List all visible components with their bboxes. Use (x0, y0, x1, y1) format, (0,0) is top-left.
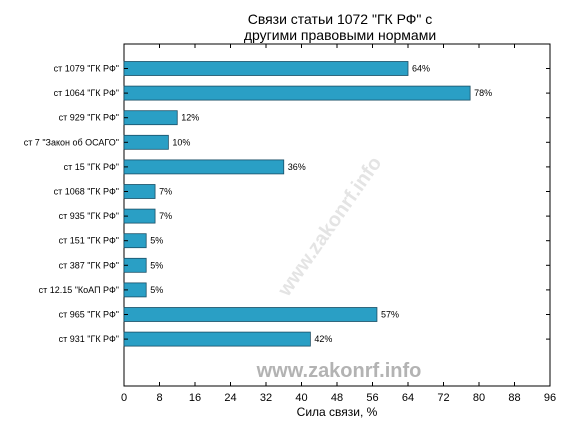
category-label: ст 1068 "ГК РФ" (54, 187, 119, 197)
x-tick-label: 40 (295, 392, 307, 404)
category-label: ст 151 "ГК РФ" (59, 236, 119, 246)
bar (123, 134, 169, 150)
value-labels: 64% 78% 12% 10% 36% 7% 7% 5% 5% 5% 57% 42% (150, 64, 492, 345)
chart-title-line-2: другими правовыми нормами (244, 27, 436, 43)
value-label: 12% (181, 113, 199, 123)
category-label: ст 965 "ГК РФ" (59, 310, 119, 320)
bar (123, 331, 311, 347)
bar (123, 159, 285, 175)
bars-layer (123, 61, 550, 347)
bar (123, 208, 156, 224)
x-tick-label: 88 (508, 392, 520, 404)
x-tick-label: 72 (437, 392, 449, 404)
category-label: ст 935 "ГК РФ" (59, 211, 119, 221)
value-label: 36% (288, 162, 306, 172)
category-label: ст 1064 "ГК РФ" (54, 88, 119, 98)
bar (123, 184, 156, 199)
x-tick-label: 48 (331, 392, 343, 404)
value-label: 7% (159, 211, 172, 221)
value-label: 7% (159, 187, 172, 197)
x-axis-title: Сила связи, % (297, 405, 378, 419)
x-tick-label: 32 (260, 392, 272, 404)
x-tick-label: 16 (189, 392, 201, 404)
category-label: ст 12.15 "КоАП РФ" (39, 285, 119, 295)
category-label: ст 931 "ГК РФ" (59, 334, 119, 344)
bar (123, 110, 178, 126)
chart-title-line-1: Связи статьи 1072 "ГК РФ" с (248, 11, 433, 27)
x-tick-label: 80 (473, 392, 485, 404)
value-label: 57% (381, 310, 399, 320)
x-tick-label: 64 (402, 392, 414, 404)
bar (123, 61, 409, 76)
category-label: ст 1079 "ГК РФ" (54, 64, 119, 74)
category-label: ст 7 "Закон об ОСАГО" (24, 137, 119, 147)
value-label: 5% (150, 236, 163, 246)
x-tick-label: 96 (544, 392, 556, 404)
x-tick-label: 24 (224, 392, 236, 404)
category-label: ст 387 "ГК РФ" (59, 260, 119, 270)
value-label: 78% (474, 88, 492, 98)
x-tick-label: 56 (366, 392, 378, 404)
value-label: 64% (412, 64, 430, 74)
x-tick-label: 0 (121, 392, 127, 404)
diagonal-watermark: www.zakonrf.info (273, 153, 386, 301)
value-label: 10% (172, 137, 190, 147)
category-label: ст 929 "ГК РФ" (59, 113, 119, 123)
value-label: 42% (314, 334, 332, 344)
category-labels: ст 1079 "ГК РФ" ст 1064 "ГК РФ" ст 929 "ГК… (24, 64, 119, 345)
x-tick-label: 8 (156, 392, 162, 404)
category-label: ст 15 "ГК РФ" (64, 162, 119, 172)
bar (123, 307, 378, 322)
bar (123, 85, 471, 101)
value-label: 5% (150, 285, 163, 295)
value-label: 5% (150, 260, 163, 270)
watermark-text: www.zakonrf.info (256, 360, 422, 382)
x-axis-ticks: 0 8 16 24 32 40 48 56 64 72 80 88 96 (121, 44, 556, 404)
chart-title: Связи статьи 1072 "ГК РФ" с другими прав… (244, 11, 436, 43)
